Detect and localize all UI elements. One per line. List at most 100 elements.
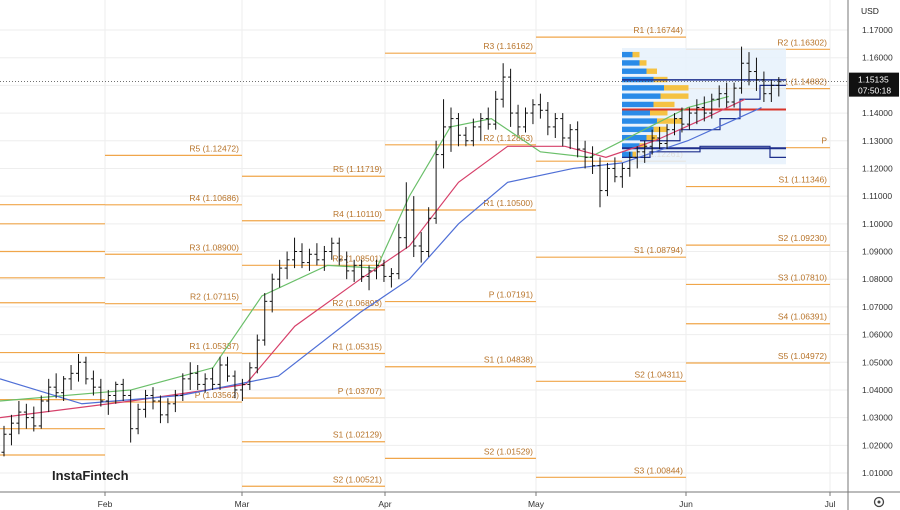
pivot-level-label: S2 (1.04311): [634, 369, 683, 379]
candle: [508, 68, 514, 127]
candle: [374, 259, 379, 280]
candle: [441, 99, 447, 169]
candle: [753, 57, 759, 91]
currency-label[interactable]: USD: [861, 6, 879, 16]
pivot-level-label: P: [821, 136, 827, 146]
candle: [135, 403, 141, 435]
y-tick-label: 1.17000: [862, 25, 893, 35]
pivot-level-label: S1 (1.08794): [634, 245, 683, 255]
profile-bar: [622, 60, 640, 66]
candle: [165, 398, 171, 424]
pivot-level-label: R1 (1.05315): [332, 342, 382, 352]
pivot-level-label: R1 (1.14882): [777, 77, 827, 87]
profile-step-line: [622, 145, 786, 158]
y-tick-label: 1.05000: [862, 357, 893, 367]
y-tick-label: 1.13000: [862, 136, 893, 146]
candle: [724, 82, 730, 108]
x-tick-label: Jul: [825, 499, 836, 509]
profile-bar: [657, 118, 682, 124]
profile-bar: [653, 126, 668, 133]
candle: [642, 140, 648, 163]
pivot-level-label: R3 (1.08900): [189, 242, 239, 252]
y-tick-label: 1.10000: [862, 219, 893, 229]
candle: [262, 293, 268, 346]
pivot-level-label: R4 (1.10110): [333, 209, 382, 219]
candle: [381, 259, 387, 282]
candle: [746, 52, 752, 86]
pivot-level-label: P (1.03707): [338, 386, 382, 396]
candle: [98, 378, 104, 407]
candle: [575, 121, 581, 158]
profile-bar: [650, 110, 668, 116]
candle: [344, 251, 350, 280]
candle: [46, 378, 52, 413]
candle: [493, 90, 499, 130]
candle: [664, 124, 670, 150]
candle: [180, 373, 186, 402]
candle: [61, 376, 67, 402]
pivot-level-label: S2 (1.00521): [333, 474, 382, 484]
pivot-level-label: R3 (1.16162): [483, 41, 533, 51]
candle: [217, 356, 223, 390]
pivot-level-label: S2 (1.09230): [778, 233, 827, 243]
grid: [0, 0, 848, 492]
y-tick-label: 1.08000: [862, 274, 893, 284]
logo-text: InstaFintech: [52, 468, 129, 483]
candle: [433, 140, 439, 224]
y-tick-label: 1.03000: [862, 413, 893, 423]
y-tick-label: 1.02000: [862, 440, 893, 450]
candle: [537, 93, 543, 119]
pivot-level-label: S3 (1.07810): [778, 272, 827, 282]
y-tick-label: 1.07000: [862, 302, 893, 312]
y-tick-label: 1.14000: [862, 108, 893, 118]
candle: [649, 129, 655, 155]
profile-bar: [639, 60, 647, 66]
pivot-level-label: S1 (1.04838): [484, 355, 533, 365]
y-tick-label: 1.09000: [862, 247, 893, 257]
candle: [105, 389, 111, 415]
x-tick-label: Mar: [235, 499, 250, 509]
candle: [455, 113, 461, 147]
candle: [627, 151, 633, 177]
candle: [672, 113, 677, 136]
candle: [411, 196, 417, 258]
candle: [500, 63, 506, 108]
candle: [90, 370, 96, 396]
profile-bar: [622, 93, 661, 99]
profile-step-line: [640, 84, 786, 142]
profile-bar: [622, 110, 650, 116]
pivot-level-label: R2 (1.07115): [190, 292, 239, 302]
gear-icon[interactable]: [873, 496, 885, 508]
pivot-level-label: S2 (1.01529): [484, 446, 533, 456]
profile-bar: [646, 68, 657, 74]
pivot-level-label: R1 (1.10500): [483, 198, 533, 208]
candle: [552, 113, 558, 138]
candle: [143, 389, 149, 418]
candle: [463, 126, 469, 147]
pivot-level-label: R5 (1.11719): [333, 164, 382, 174]
profile-bar: [660, 93, 689, 99]
profile-bar: [622, 134, 647, 141]
candle: [284, 251, 290, 280]
candle: [739, 46, 745, 94]
candle: [1, 425, 7, 457]
candle: [403, 182, 409, 249]
candle: [16, 401, 22, 435]
candle: [560, 113, 566, 147]
candle: [761, 71, 767, 102]
candle: [150, 387, 156, 410]
candle: [210, 367, 216, 390]
candle: [359, 259, 365, 282]
candle: [619, 162, 625, 188]
candle: [388, 268, 394, 288]
moving-average-line: [0, 95, 729, 402]
candle: [195, 365, 201, 390]
candle: [23, 403, 29, 429]
candle: [604, 162, 610, 197]
candle: [523, 107, 528, 133]
profile-bar: [632, 151, 636, 157]
pivot-level-label: R2 (1.12853): [483, 133, 533, 143]
candle: [657, 126, 663, 150]
